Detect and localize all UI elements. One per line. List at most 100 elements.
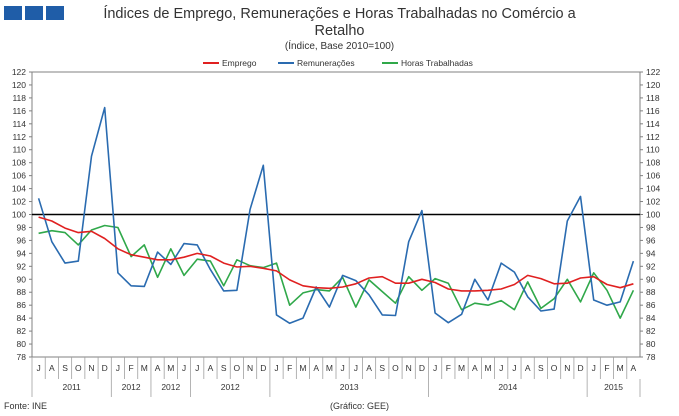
x-tick-label: D — [577, 363, 583, 373]
logo-block — [46, 6, 64, 20]
x-tick-label: F — [604, 363, 609, 373]
y-tick-label-right: 84 — [646, 313, 656, 323]
chart-subtitle: (Índice, Base 2010=100) — [284, 41, 395, 52]
x-group-label: 2015 — [604, 382, 623, 392]
y-tick-label-left: 86 — [17, 300, 27, 310]
y-tick-label-left: 96 — [17, 235, 27, 245]
y-tick-label-right: 120 — [646, 80, 660, 90]
y-tick-label-right: 86 — [646, 300, 656, 310]
x-tick-label: A — [49, 363, 55, 373]
x-tick-label: A — [472, 363, 478, 373]
y-tick-label-left: 106 — [12, 171, 26, 181]
x-tick-label: J — [592, 363, 596, 373]
legend-label: Remunerações — [297, 58, 355, 68]
y-tick-label-right: 90 — [646, 274, 656, 284]
x-tick-label: J — [340, 363, 344, 373]
y-tick-label-left: 84 — [17, 313, 27, 323]
x-tick-label: J — [274, 363, 278, 373]
y-tick-label-right: 96 — [646, 235, 656, 245]
x-group-label: 2013 — [340, 382, 359, 392]
y-tick-label-right: 102 — [646, 197, 660, 207]
x-group-label: 2012 — [221, 382, 240, 392]
x-tick-label: F — [129, 363, 134, 373]
x-tick-label: A — [313, 363, 319, 373]
legend-label: Horas Trabalhadas — [401, 58, 473, 68]
x-tick-label: S — [62, 363, 68, 373]
x-tick-label: J — [354, 363, 358, 373]
x-tick-label: N — [88, 363, 94, 373]
series-line-emprego — [38, 216, 634, 292]
x-tick-label: A — [155, 363, 161, 373]
y-tick-label-left: 92 — [17, 261, 27, 271]
x-tick-label: M — [458, 363, 465, 373]
x-tick-label: O — [234, 363, 241, 373]
y-tick-label-left: 94 — [17, 248, 27, 258]
x-tick-label: D — [419, 363, 425, 373]
y-tick-label-left: 78 — [17, 352, 27, 362]
y-tick-label-right: 98 — [646, 222, 656, 232]
y-tick-label-right: 92 — [646, 261, 656, 271]
x-tick-label: S — [221, 363, 227, 373]
x-tick-label: N — [406, 363, 412, 373]
x-group-label: 2012 — [122, 382, 141, 392]
y-tick-label-right: 122 — [646, 67, 660, 77]
y-tick-label-right: 110 — [646, 145, 660, 155]
y-tick-label-left: 122 — [12, 67, 26, 77]
x-tick-label: F — [446, 363, 451, 373]
y-tick-label-right: 80 — [646, 339, 656, 349]
chart-title-line1: Índices de Emprego, Remunerações e Horas… — [103, 6, 576, 22]
x-tick-label: J — [512, 363, 516, 373]
y-tick-label-right: 100 — [646, 210, 660, 220]
y-tick-label-left: 110 — [12, 145, 26, 155]
x-tick-label: M — [141, 363, 148, 373]
y-tick-label-left: 102 — [12, 197, 26, 207]
chart-credit: (Gráfico: GEE) — [330, 401, 390, 411]
x-tick-label: J — [433, 363, 437, 373]
x-tick-label: J — [116, 363, 120, 373]
x-tick-label: J — [36, 363, 40, 373]
x-tick-label: A — [525, 363, 531, 373]
y-tick-label-right: 106 — [646, 171, 660, 181]
y-tick-label-left: 98 — [17, 222, 27, 232]
source-note: Fonte: INE — [4, 401, 48, 411]
x-tick-label: N — [247, 363, 253, 373]
y-tick-label-left: 88 — [17, 287, 27, 297]
x-tick-label: D — [260, 363, 266, 373]
y-tick-label-left: 82 — [17, 326, 27, 336]
x-tick-label: J — [499, 363, 503, 373]
logo-block — [4, 6, 22, 20]
x-tick-label: J — [195, 363, 199, 373]
y-tick-label-right: 88 — [646, 287, 656, 297]
y-tick-label-left: 104 — [12, 184, 26, 194]
x-group-label: 2011 — [63, 382, 82, 392]
y-tick-label-left: 112 — [12, 132, 26, 142]
x-tick-label: A — [366, 363, 372, 373]
y-tick-label-right: 104 — [646, 184, 660, 194]
y-tick-label-left: 118 — [12, 93, 26, 103]
legend-label: Emprego — [222, 58, 257, 68]
series-line-remunera-es — [37, 106, 635, 325]
y-tick-label-left: 100 — [12, 210, 26, 220]
y-tick-label-left: 114 — [12, 119, 26, 129]
y-tick-label-right: 118 — [646, 93, 660, 103]
x-tick-label: M — [326, 363, 333, 373]
x-tick-label: N — [564, 363, 570, 373]
y-tick-label-right: 82 — [646, 326, 656, 336]
x-tick-label: M — [299, 363, 306, 373]
y-tick-label-right: 94 — [646, 248, 656, 258]
y-tick-label-right: 114 — [646, 119, 660, 129]
x-group-label: 2012 — [161, 382, 180, 392]
x-tick-label: M — [167, 363, 174, 373]
logo-block — [25, 6, 43, 20]
x-tick-label: M — [484, 363, 491, 373]
logo — [4, 6, 64, 20]
y-tick-label-right: 78 — [646, 352, 656, 362]
series-line-horas-trabalhadas — [38, 224, 635, 319]
y-tick-label-left: 108 — [12, 158, 26, 168]
chart-title-line2: Retalho — [314, 23, 365, 39]
x-group-label: 2014 — [498, 382, 517, 392]
y-tick-label-left: 120 — [12, 80, 26, 90]
x-tick-label: O — [551, 363, 558, 373]
y-tick-label-left: 90 — [17, 274, 27, 284]
